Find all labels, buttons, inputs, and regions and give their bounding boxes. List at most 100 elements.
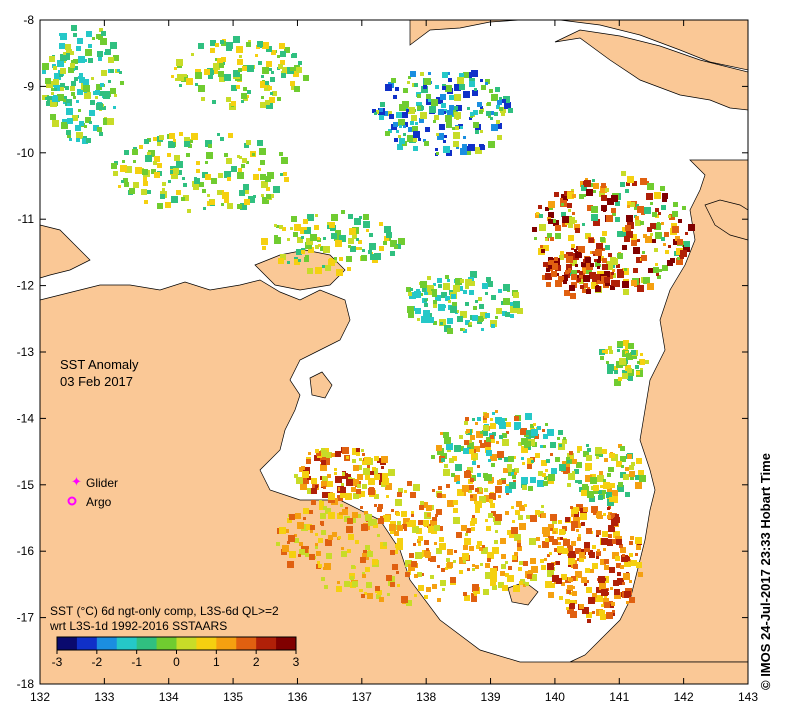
sst-pixel xyxy=(366,582,372,588)
sst-pixel xyxy=(410,121,414,125)
sst-pixel xyxy=(442,588,445,591)
sst-pixel xyxy=(626,182,630,186)
sst-pixel xyxy=(543,245,549,251)
sst-pixel xyxy=(635,553,638,556)
sst-pixel xyxy=(558,276,564,282)
arnhem-land-mainland xyxy=(39,279,749,685)
sst-pixel xyxy=(379,115,384,120)
sst-pixel xyxy=(299,549,305,555)
sst-pixel xyxy=(606,592,609,595)
sst-pixel xyxy=(571,270,577,276)
sst-pixel xyxy=(497,100,502,105)
sst-pixel xyxy=(199,182,204,187)
sst-pixel xyxy=(408,107,415,114)
sst-pixel xyxy=(424,540,429,545)
sst-pixel xyxy=(626,601,629,604)
sst-pixel xyxy=(586,455,592,461)
sst-pixel xyxy=(47,96,54,103)
sst-pixel xyxy=(410,492,416,498)
sst-pixel xyxy=(310,530,313,533)
sst-pixel xyxy=(331,214,338,221)
sst-pixel xyxy=(617,485,624,492)
sst-pixel xyxy=(445,85,452,92)
sst-pixel xyxy=(224,153,228,157)
sst-pixel xyxy=(609,567,615,573)
sst-pixel xyxy=(394,245,398,249)
sst-pixel xyxy=(231,101,236,106)
sst-pixel xyxy=(328,512,335,519)
sst-pixel xyxy=(217,58,223,64)
sst-pixel xyxy=(287,261,290,264)
sst-pixel xyxy=(565,517,570,522)
sst-pixel xyxy=(584,546,590,552)
sst-pixel xyxy=(335,476,342,483)
sst-pixel xyxy=(316,551,321,556)
sst-pixel xyxy=(413,138,417,142)
sst-pixel xyxy=(443,305,446,308)
sst-pixel xyxy=(211,178,217,184)
sst-pixel xyxy=(643,277,650,284)
sst-pixel xyxy=(409,553,414,558)
sst-pixel xyxy=(617,349,620,352)
sst-pixel xyxy=(530,477,536,483)
sst-pixel xyxy=(359,247,362,250)
sst-pixel xyxy=(625,225,631,231)
sst-pixel xyxy=(459,73,464,78)
sst-pixel xyxy=(475,147,482,154)
sst-pixel xyxy=(551,468,557,474)
sst-pixel xyxy=(143,181,148,186)
sst-pixel xyxy=(601,538,608,545)
sst-pixel xyxy=(435,148,438,151)
sst-pixel xyxy=(144,139,149,144)
sst-pixel xyxy=(578,246,585,253)
sst-pixel xyxy=(397,521,401,525)
sst-pixel xyxy=(119,71,122,74)
sst-pixel xyxy=(120,81,124,85)
sst-pixel xyxy=(513,292,519,298)
sst-pixel xyxy=(395,87,399,91)
sst-pixel xyxy=(559,444,562,447)
sst-pixel xyxy=(537,480,544,487)
sst-pixel xyxy=(483,425,489,431)
sst-pixel xyxy=(685,232,688,235)
sst-pixel xyxy=(388,469,395,476)
sst-pixel xyxy=(555,457,560,462)
sst-pixel xyxy=(420,72,424,76)
sst-pixel xyxy=(545,273,552,280)
sst-pixel xyxy=(626,215,633,222)
sst-pixel xyxy=(607,198,614,205)
sst-pixel xyxy=(626,353,633,360)
sst-pixel xyxy=(518,515,523,520)
sst-pixel xyxy=(598,264,601,267)
sst-pixel xyxy=(329,222,335,228)
sst-pixel xyxy=(626,231,633,238)
sst-pixel xyxy=(595,447,602,454)
sst-pixel xyxy=(375,586,380,591)
sst-pixel xyxy=(406,600,412,606)
sst-pixel xyxy=(604,596,607,599)
sst-pixel xyxy=(259,148,266,155)
sst-pixel xyxy=(463,290,467,294)
sst-pixel xyxy=(280,254,286,260)
sst-pixel xyxy=(485,292,488,295)
sst-pixel xyxy=(430,556,436,562)
sst-pixel xyxy=(308,247,314,253)
sst-pixel xyxy=(241,100,244,103)
sst-pixel xyxy=(350,576,354,580)
sst-pixel xyxy=(154,172,160,178)
sst-pixel xyxy=(113,106,116,109)
sst-pixel xyxy=(334,472,337,475)
sst-pixel xyxy=(548,536,554,542)
sst-pixel xyxy=(439,543,446,550)
sst-pixel xyxy=(339,512,342,515)
sst-pixel xyxy=(383,542,387,546)
sst-pixel xyxy=(304,257,309,262)
sst-pixel xyxy=(54,88,57,91)
sst-pixel xyxy=(607,540,613,546)
sst-pixel xyxy=(668,215,671,218)
sst-pixel xyxy=(470,435,475,440)
sst-pixel xyxy=(505,486,512,493)
sst-pixel xyxy=(165,202,171,208)
sst-pixel xyxy=(294,224,301,231)
sst-pixel xyxy=(465,533,468,536)
